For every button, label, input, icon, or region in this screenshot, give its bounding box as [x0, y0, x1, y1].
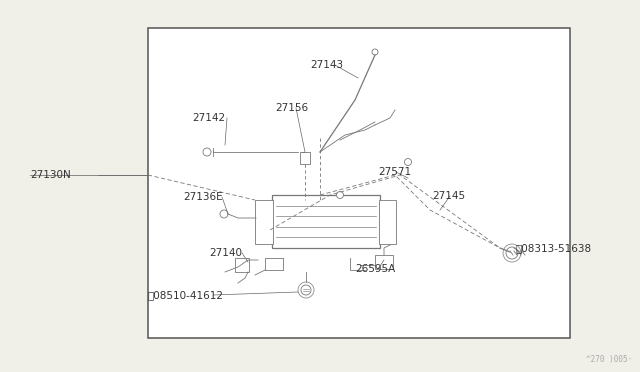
Bar	[375, 255, 393, 269]
Bar	[255, 200, 273, 244]
Circle shape	[404, 158, 412, 166]
Text: 27156: 27156	[275, 103, 308, 113]
Bar	[148, 28, 570, 338]
Text: Ⓢ08313-51638: Ⓢ08313-51638	[516, 243, 592, 253]
Text: 27142: 27142	[192, 113, 225, 123]
Bar	[235, 258, 249, 272]
Text: 26595A: 26595A	[355, 264, 396, 274]
Text: 27145: 27145	[432, 191, 465, 201]
Circle shape	[506, 247, 518, 259]
Text: 27140: 27140	[209, 248, 242, 258]
Bar	[300, 152, 310, 164]
Text: Ⓢ08510-41612: Ⓢ08510-41612	[148, 290, 224, 300]
Circle shape	[220, 210, 228, 218]
Circle shape	[203, 148, 211, 156]
Text: 27571: 27571	[378, 167, 411, 177]
Text: 27130N: 27130N	[30, 170, 71, 180]
Text: 27143: 27143	[310, 60, 343, 70]
Bar	[379, 200, 396, 244]
Text: ^270 )005·: ^270 )005·	[586, 355, 632, 364]
Circle shape	[372, 49, 378, 55]
Bar	[272, 195, 380, 248]
Text: 27136E: 27136E	[183, 192, 223, 202]
Circle shape	[301, 285, 311, 295]
Circle shape	[337, 192, 344, 199]
